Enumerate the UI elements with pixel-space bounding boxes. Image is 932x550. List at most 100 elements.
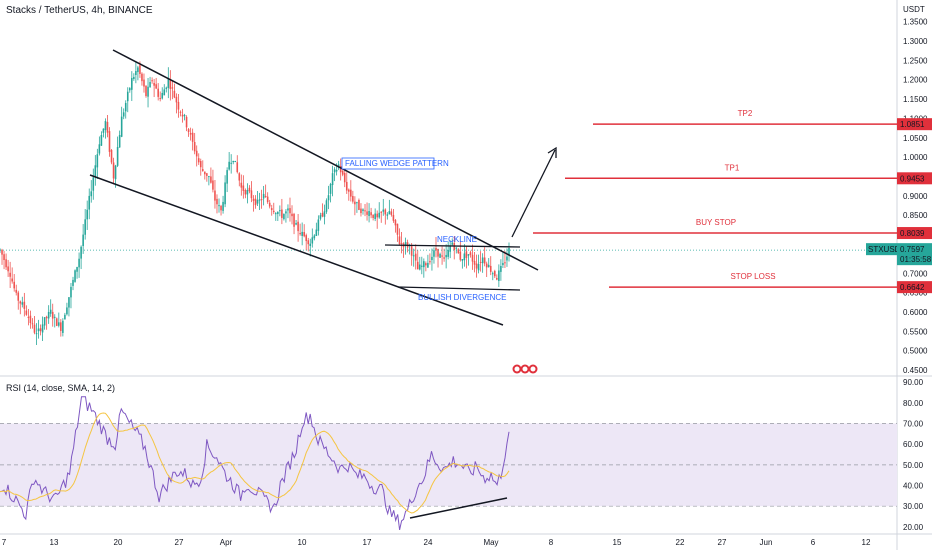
- candle-body: [206, 173, 208, 176]
- candle-body: [494, 271, 496, 277]
- candle-body: [137, 67, 139, 73]
- breakout-arrow-head: [547, 146, 557, 158]
- candle: [250, 181, 253, 203]
- candle: [498, 264, 500, 287]
- candle-body: [254, 198, 257, 206]
- candle: [445, 244, 447, 269]
- candle-body: [193, 142, 196, 152]
- candle: [141, 72, 143, 86]
- candle-body: [13, 281, 15, 289]
- price-tick-label: 0.9000: [903, 192, 928, 201]
- candle-body: [74, 270, 76, 282]
- candle: [55, 317, 58, 327]
- candle: [287, 204, 289, 219]
- candle: [272, 202, 275, 215]
- candle-body: [309, 243, 312, 246]
- candle: [433, 247, 435, 264]
- candle-body: [354, 201, 356, 205]
- candle: [502, 251, 504, 268]
- candle-body: [135, 71, 137, 76]
- candle-body: [244, 189, 247, 195]
- candle-body: [220, 205, 222, 211]
- candle-body: [60, 322, 62, 331]
- price-tick-label: 0.5500: [903, 327, 928, 336]
- candle: [295, 219, 297, 226]
- current-price-tag: [897, 243, 932, 266]
- candle: [222, 195, 224, 214]
- candle-body: [147, 86, 149, 97]
- price-tick-label: 1.0500: [903, 134, 928, 143]
- candle-body: [319, 215, 322, 219]
- candle: [49, 299, 52, 317]
- candle-body: [226, 170, 228, 184]
- candle: [258, 192, 261, 211]
- candle: [421, 256, 423, 275]
- candle-body: [347, 189, 350, 192]
- candle: [301, 222, 303, 246]
- rsi-tick-label: 60.00: [903, 440, 924, 449]
- candle: [281, 198, 283, 225]
- candle-body: [279, 210, 281, 212]
- candle: [23, 292, 26, 317]
- candle: [220, 204, 222, 216]
- candle: [494, 269, 496, 279]
- candle: [240, 174, 243, 196]
- candle-body: [128, 88, 131, 91]
- candle-body: [400, 243, 403, 245]
- candle: [477, 254, 480, 274]
- candle-body: [289, 208, 291, 214]
- wedge-upper-line: [112, 49, 539, 271]
- candle: [473, 251, 476, 273]
- candle: [137, 65, 139, 81]
- candle: [58, 312, 60, 328]
- candle-body: [473, 260, 476, 265]
- candle: [112, 157, 115, 185]
- support-line: [397, 286, 521, 291]
- candle-body: [455, 247, 458, 249]
- candle-body: [260, 199, 263, 201]
- price-tick-label: 1.0000: [903, 153, 928, 162]
- candle: [457, 248, 460, 254]
- candle-body: [445, 254, 447, 258]
- candle: [51, 303, 54, 327]
- candle: [106, 115, 109, 138]
- candle: [487, 258, 490, 268]
- candle-body: [58, 322, 60, 326]
- candle: [153, 78, 155, 98]
- candle-body: [463, 253, 466, 261]
- candle-body: [5, 259, 7, 268]
- candle-body: [100, 134, 103, 146]
- candle: [155, 77, 157, 90]
- candle-body: [451, 242, 454, 245]
- candle-body: [106, 121, 109, 133]
- candle-body: [481, 257, 484, 264]
- candle: [76, 266, 78, 279]
- candle-body: [86, 209, 88, 220]
- candle: [122, 108, 125, 120]
- candle: [451, 238, 454, 246]
- candle: [5, 253, 7, 270]
- candle: [317, 215, 320, 236]
- candle: [0, 248, 1, 253]
- candle: [378, 202, 381, 219]
- time-tick-label: 7: [2, 538, 7, 547]
- candle-body: [366, 211, 368, 215]
- candle: [19, 300, 22, 315]
- candle: [388, 199, 391, 215]
- level-price-text: 0.8039: [900, 229, 925, 238]
- level-price-tag: [897, 281, 932, 294]
- candle-body: [41, 324, 44, 333]
- candle: [423, 258, 425, 278]
- candle-body: [51, 311, 54, 319]
- candle: [264, 184, 267, 198]
- candle: [303, 224, 305, 238]
- rsi-tick-label: 20.00: [903, 523, 924, 532]
- pattern-label: FALLING WEDGE PATTERN: [345, 159, 449, 168]
- candle-body: [141, 73, 143, 82]
- candle: [147, 77, 149, 108]
- candle-body: [496, 277, 498, 280]
- candle: [376, 210, 378, 229]
- candle: [307, 237, 310, 252]
- time-tick-label: 6: [811, 538, 816, 547]
